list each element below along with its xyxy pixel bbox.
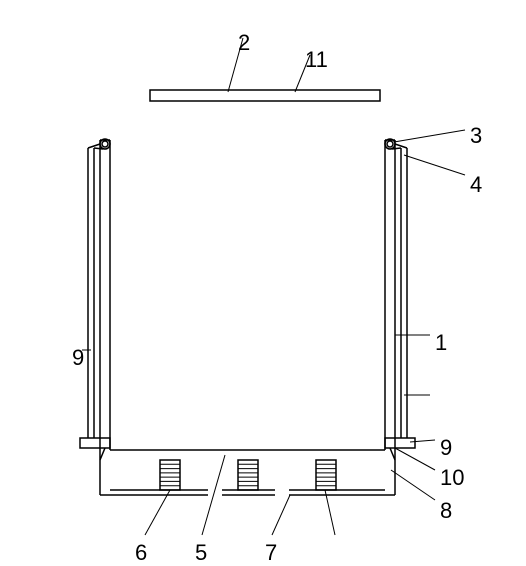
label-5: 5 (195, 540, 207, 566)
label-1: 1 (435, 330, 447, 356)
label-10: 10 (440, 465, 464, 491)
label-2: 2 (238, 30, 250, 56)
label-9_left: 9 (72, 345, 84, 371)
label-9_right: 9 (440, 435, 452, 461)
label-4: 4 (470, 172, 482, 198)
label-11: 11 (305, 47, 328, 73)
label-8: 8 (440, 498, 452, 524)
label-6: 6 (135, 540, 147, 566)
label-3: 3 (470, 123, 482, 149)
label-7: 7 (265, 540, 277, 566)
